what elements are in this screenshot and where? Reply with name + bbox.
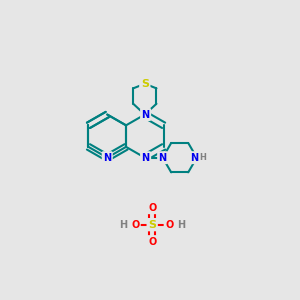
Text: N: N xyxy=(103,153,111,163)
Text: H: H xyxy=(119,220,127,230)
Text: N: N xyxy=(142,110,150,119)
Text: N: N xyxy=(142,153,150,163)
Text: O: O xyxy=(148,203,156,213)
Text: S: S xyxy=(141,79,149,89)
Text: H: H xyxy=(200,153,206,162)
Text: O: O xyxy=(131,220,139,230)
Text: S: S xyxy=(148,220,156,230)
Text: N: N xyxy=(190,153,199,163)
Text: N: N xyxy=(159,153,167,163)
Text: O: O xyxy=(165,220,173,230)
Text: O: O xyxy=(148,237,156,247)
Text: H: H xyxy=(178,220,186,230)
